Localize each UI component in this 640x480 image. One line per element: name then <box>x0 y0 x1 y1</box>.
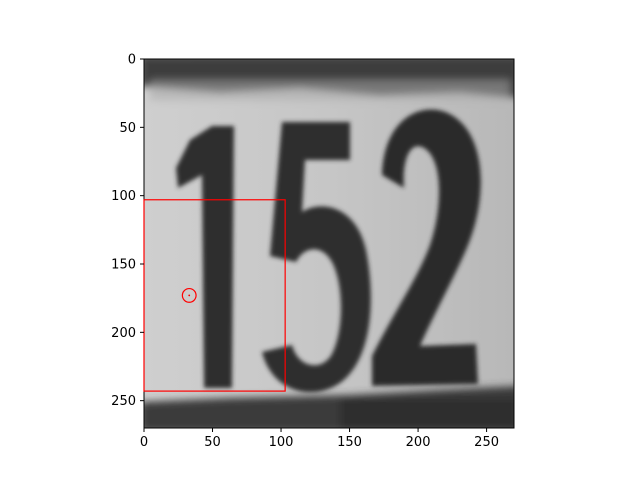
x-tick-label: 250 <box>474 435 499 450</box>
y-tick-label: 150 <box>111 258 136 273</box>
y-tick-label: 200 <box>111 326 136 341</box>
x-tick-label: 150 <box>337 435 362 450</box>
annotation-rectangle <box>143 199 286 392</box>
annotation-circle <box>181 287 197 303</box>
x-axis: 0 50 100 150 200 250 <box>140 428 499 450</box>
digit-two <box>372 109 481 387</box>
digit-five <box>262 122 371 393</box>
x-tick-label: 200 <box>406 435 431 450</box>
digit-one <box>176 126 234 388</box>
x-tick-label: 0 <box>140 435 148 450</box>
y-tick-label: 100 <box>111 189 136 204</box>
y-tick-label: 50 <box>119 121 136 136</box>
y-tick-label: 0 <box>128 53 136 68</box>
image-panel <box>144 59 514 428</box>
annotation-center-dot <box>188 294 191 297</box>
y-axis: 0 50 100 150 200 250 <box>111 53 144 409</box>
x-tick-label: 50 <box>204 435 221 450</box>
x-tick-label: 100 <box>269 435 294 450</box>
y-tick-label: 250 <box>111 394 136 409</box>
